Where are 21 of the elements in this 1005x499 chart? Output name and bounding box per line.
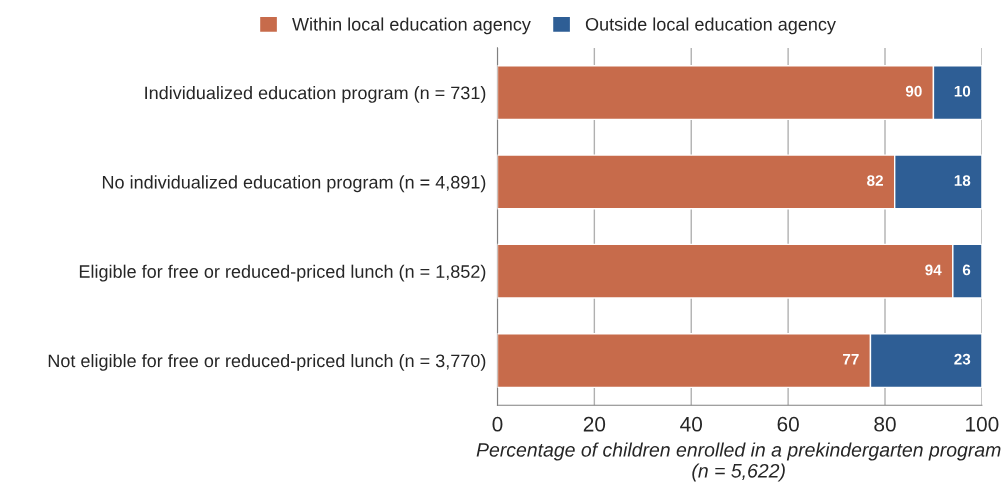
legend-label: Within local education agency xyxy=(292,17,531,35)
data-label: 90 xyxy=(905,85,922,97)
data-label: 82 xyxy=(867,175,883,186)
x-tick-label: 0 xyxy=(492,416,503,432)
y-tick-label: Eligible for free or reduced-priced lunch (n = 1,852) xyxy=(79,264,486,282)
data-label: 10 xyxy=(954,85,971,97)
y-tick-label: No individualized education program (n = 4,891) xyxy=(102,175,486,193)
legend-label: Outside local education agency xyxy=(585,17,836,35)
x-tick-label: 100 xyxy=(966,416,999,432)
data-label: 94 xyxy=(925,264,942,276)
x-tick-label: 40 xyxy=(680,416,703,432)
y-tick-label: Individualized education program (n = 731) xyxy=(145,86,486,103)
x-axis-title: Percentage of children enrolled in a prekindergarten program (n = 5,622) xyxy=(476,442,1001,482)
data-label: 23 xyxy=(954,353,971,365)
data-label: 18 xyxy=(954,175,971,186)
data-label: 77 xyxy=(843,353,859,365)
y-tick-label: Not eligible for free or reduced-priced lunch (n = 3,770) xyxy=(48,353,486,371)
x-tick-label: 60 xyxy=(777,416,799,432)
x-tick-label: 20 xyxy=(583,416,606,432)
x-tick-label: 80 xyxy=(874,416,896,432)
data-label: 6 xyxy=(962,264,971,276)
